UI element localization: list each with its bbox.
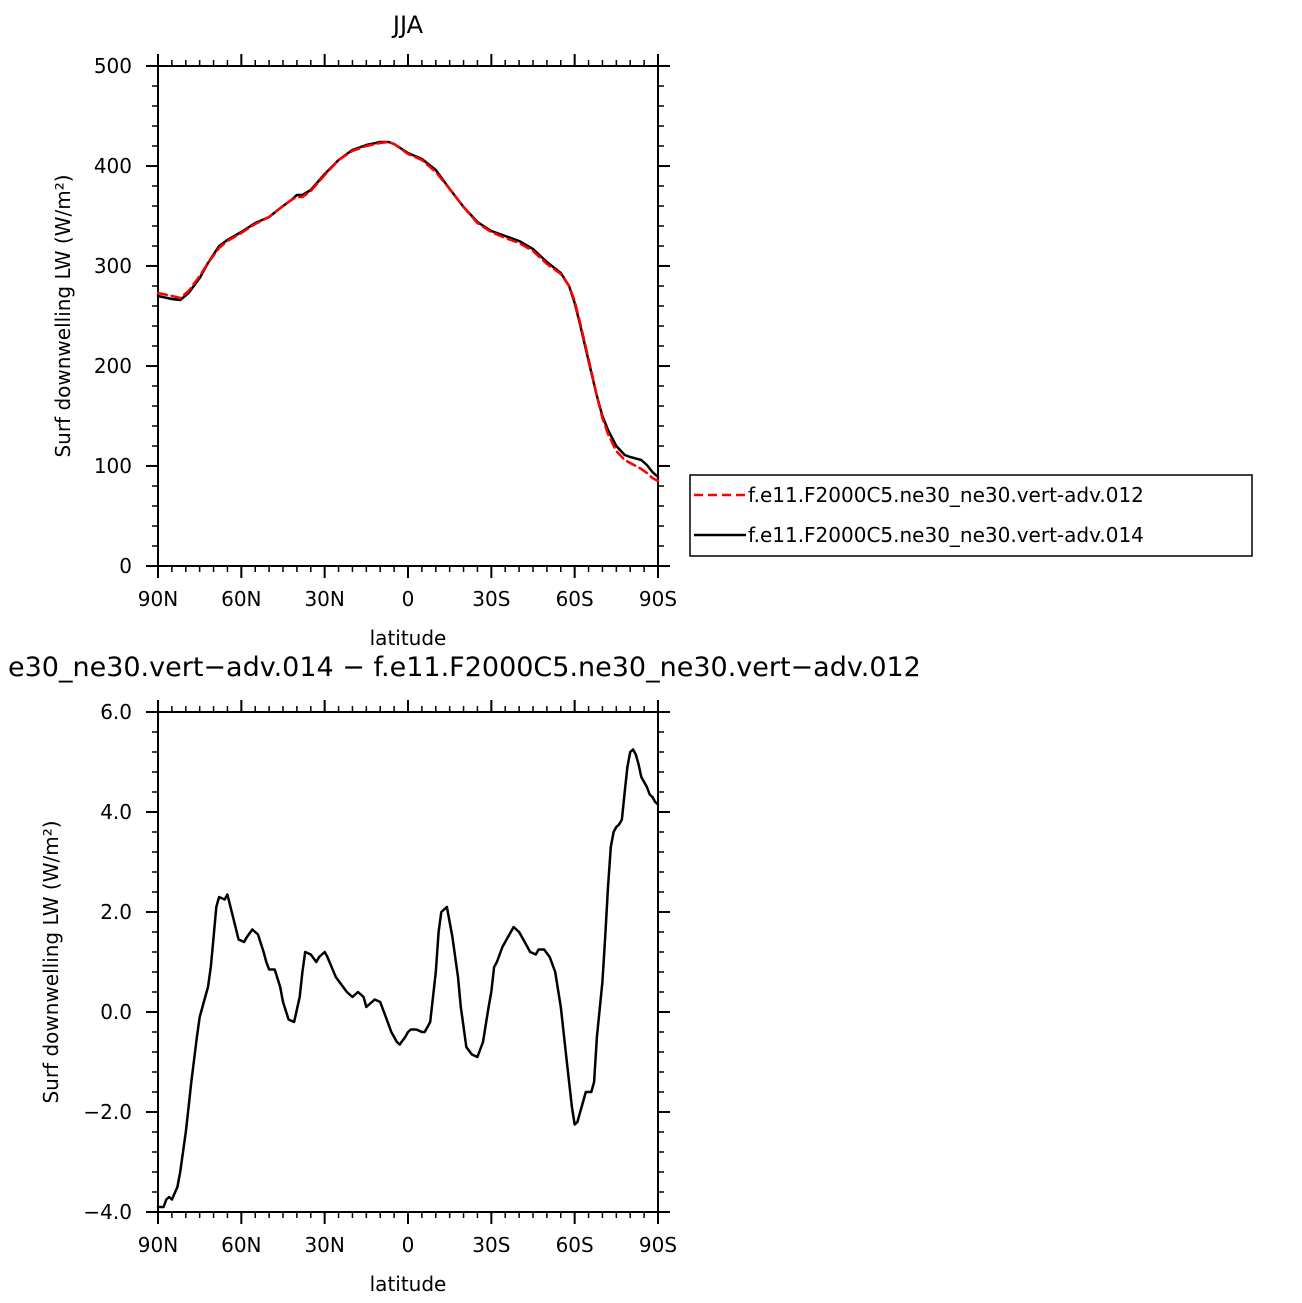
y-tick-label: 6.0 <box>100 700 132 724</box>
y-tick-label: 0 <box>119 554 132 578</box>
y-tick-label: −4.0 <box>83 1200 132 1224</box>
x-tick-label: 60S <box>556 1233 594 1257</box>
y-tick-label: 400 <box>94 154 132 178</box>
x-tick-label: 90S <box>639 1233 677 1257</box>
plot-frame <box>157 65 659 567</box>
x-tick-label: 60N <box>221 587 261 611</box>
x-tick-label: 30N <box>304 587 344 611</box>
x-tick-label: 0 <box>402 587 415 611</box>
x-tick-label: 60N <box>221 1233 261 1257</box>
x-tick-label: 90S <box>639 587 677 611</box>
y-tick-label: 2.0 <box>100 900 132 924</box>
x-tick-label: 60S <box>556 587 594 611</box>
y-tick-label: 500 <box>94 54 132 78</box>
series-line-1 <box>156 748 660 1209</box>
y-tick-label: 0.0 <box>100 1000 132 1024</box>
y-axis-label: Surf downwelling LW (W/m²) <box>51 174 75 457</box>
y-tick-label: 300 <box>94 254 132 278</box>
chart-title: JJA <box>391 11 424 39</box>
y-tick-label: −2.0 <box>83 1100 132 1124</box>
legend-box <box>689 474 1253 557</box>
plot-frame <box>157 711 659 1213</box>
series-line-2 <box>156 140 660 479</box>
x-tick-label: 90N <box>138 587 178 611</box>
legend: f.e11.F2000C5.ne30_ne30.vert-adv.012 f.e1… <box>689 474 1253 557</box>
x-tick-label: 90N <box>138 1233 178 1257</box>
x-tick-label: 30N <box>304 1233 344 1257</box>
series-line-1 <box>156 140 660 483</box>
x-tick-label: 30S <box>472 1233 510 1257</box>
y-tick-label: 200 <box>94 354 132 378</box>
legend-label-2: f.e11.F2000C5.ne30_ne30.vert-adv.014 <box>748 523 1144 547</box>
chart-title: e30_ne30.vert−adv.014 − f.e11.F2000C5.ne… <box>8 652 921 683</box>
y-axis-label: Surf downwelling LW (W/m²) <box>39 820 63 1103</box>
legend-label-1: f.e11.F2000C5.ne30_ne30.vert-adv.012 <box>748 483 1144 507</box>
x-axis-label: latitude <box>370 626 447 650</box>
x-tick-label: 0 <box>402 1233 415 1257</box>
chart-panel-2: e30_ne30.vert−adv.014 − f.e11.F2000C5.ne… <box>8 652 921 1296</box>
x-axis-label: latitude <box>370 1272 447 1296</box>
y-tick-label: 100 <box>94 454 132 478</box>
chart-panel-1: JJA 90N 60N 30N 0 30S 60S 90S 0 100 200 300 400 500 la… <box>51 11 1253 650</box>
x-tick-label: 30S <box>472 587 510 611</box>
y-tick-label: 4.0 <box>100 800 132 824</box>
